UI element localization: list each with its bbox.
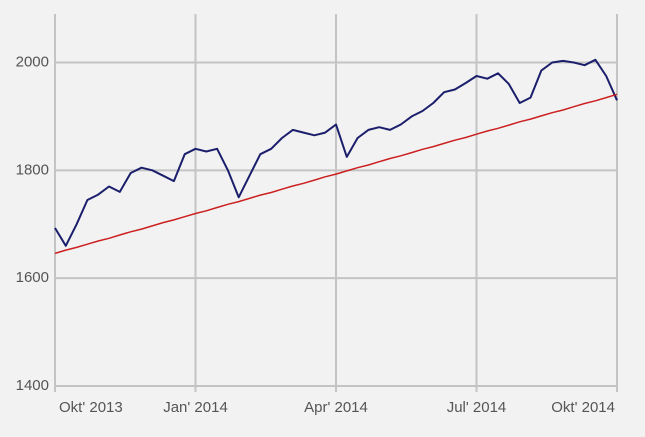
y-tick-label: 1800 (16, 161, 49, 178)
x-tick-label: Apr' 2014 (304, 399, 368, 416)
trend-line (54, 93, 618, 255)
y-tick-label: 1600 (16, 269, 49, 286)
x-tick-label: Jul' 2014 (447, 399, 507, 416)
x-tick-label: Jan' 2014 (163, 399, 228, 416)
y-tick-label: 2000 (16, 53, 49, 70)
y-tick-label: 1400 (16, 377, 49, 394)
x-tick-label: Okt' 2014 (551, 399, 615, 416)
price-line (54, 58, 618, 247)
x-tick-label: Okt' 2013 (59, 399, 123, 416)
